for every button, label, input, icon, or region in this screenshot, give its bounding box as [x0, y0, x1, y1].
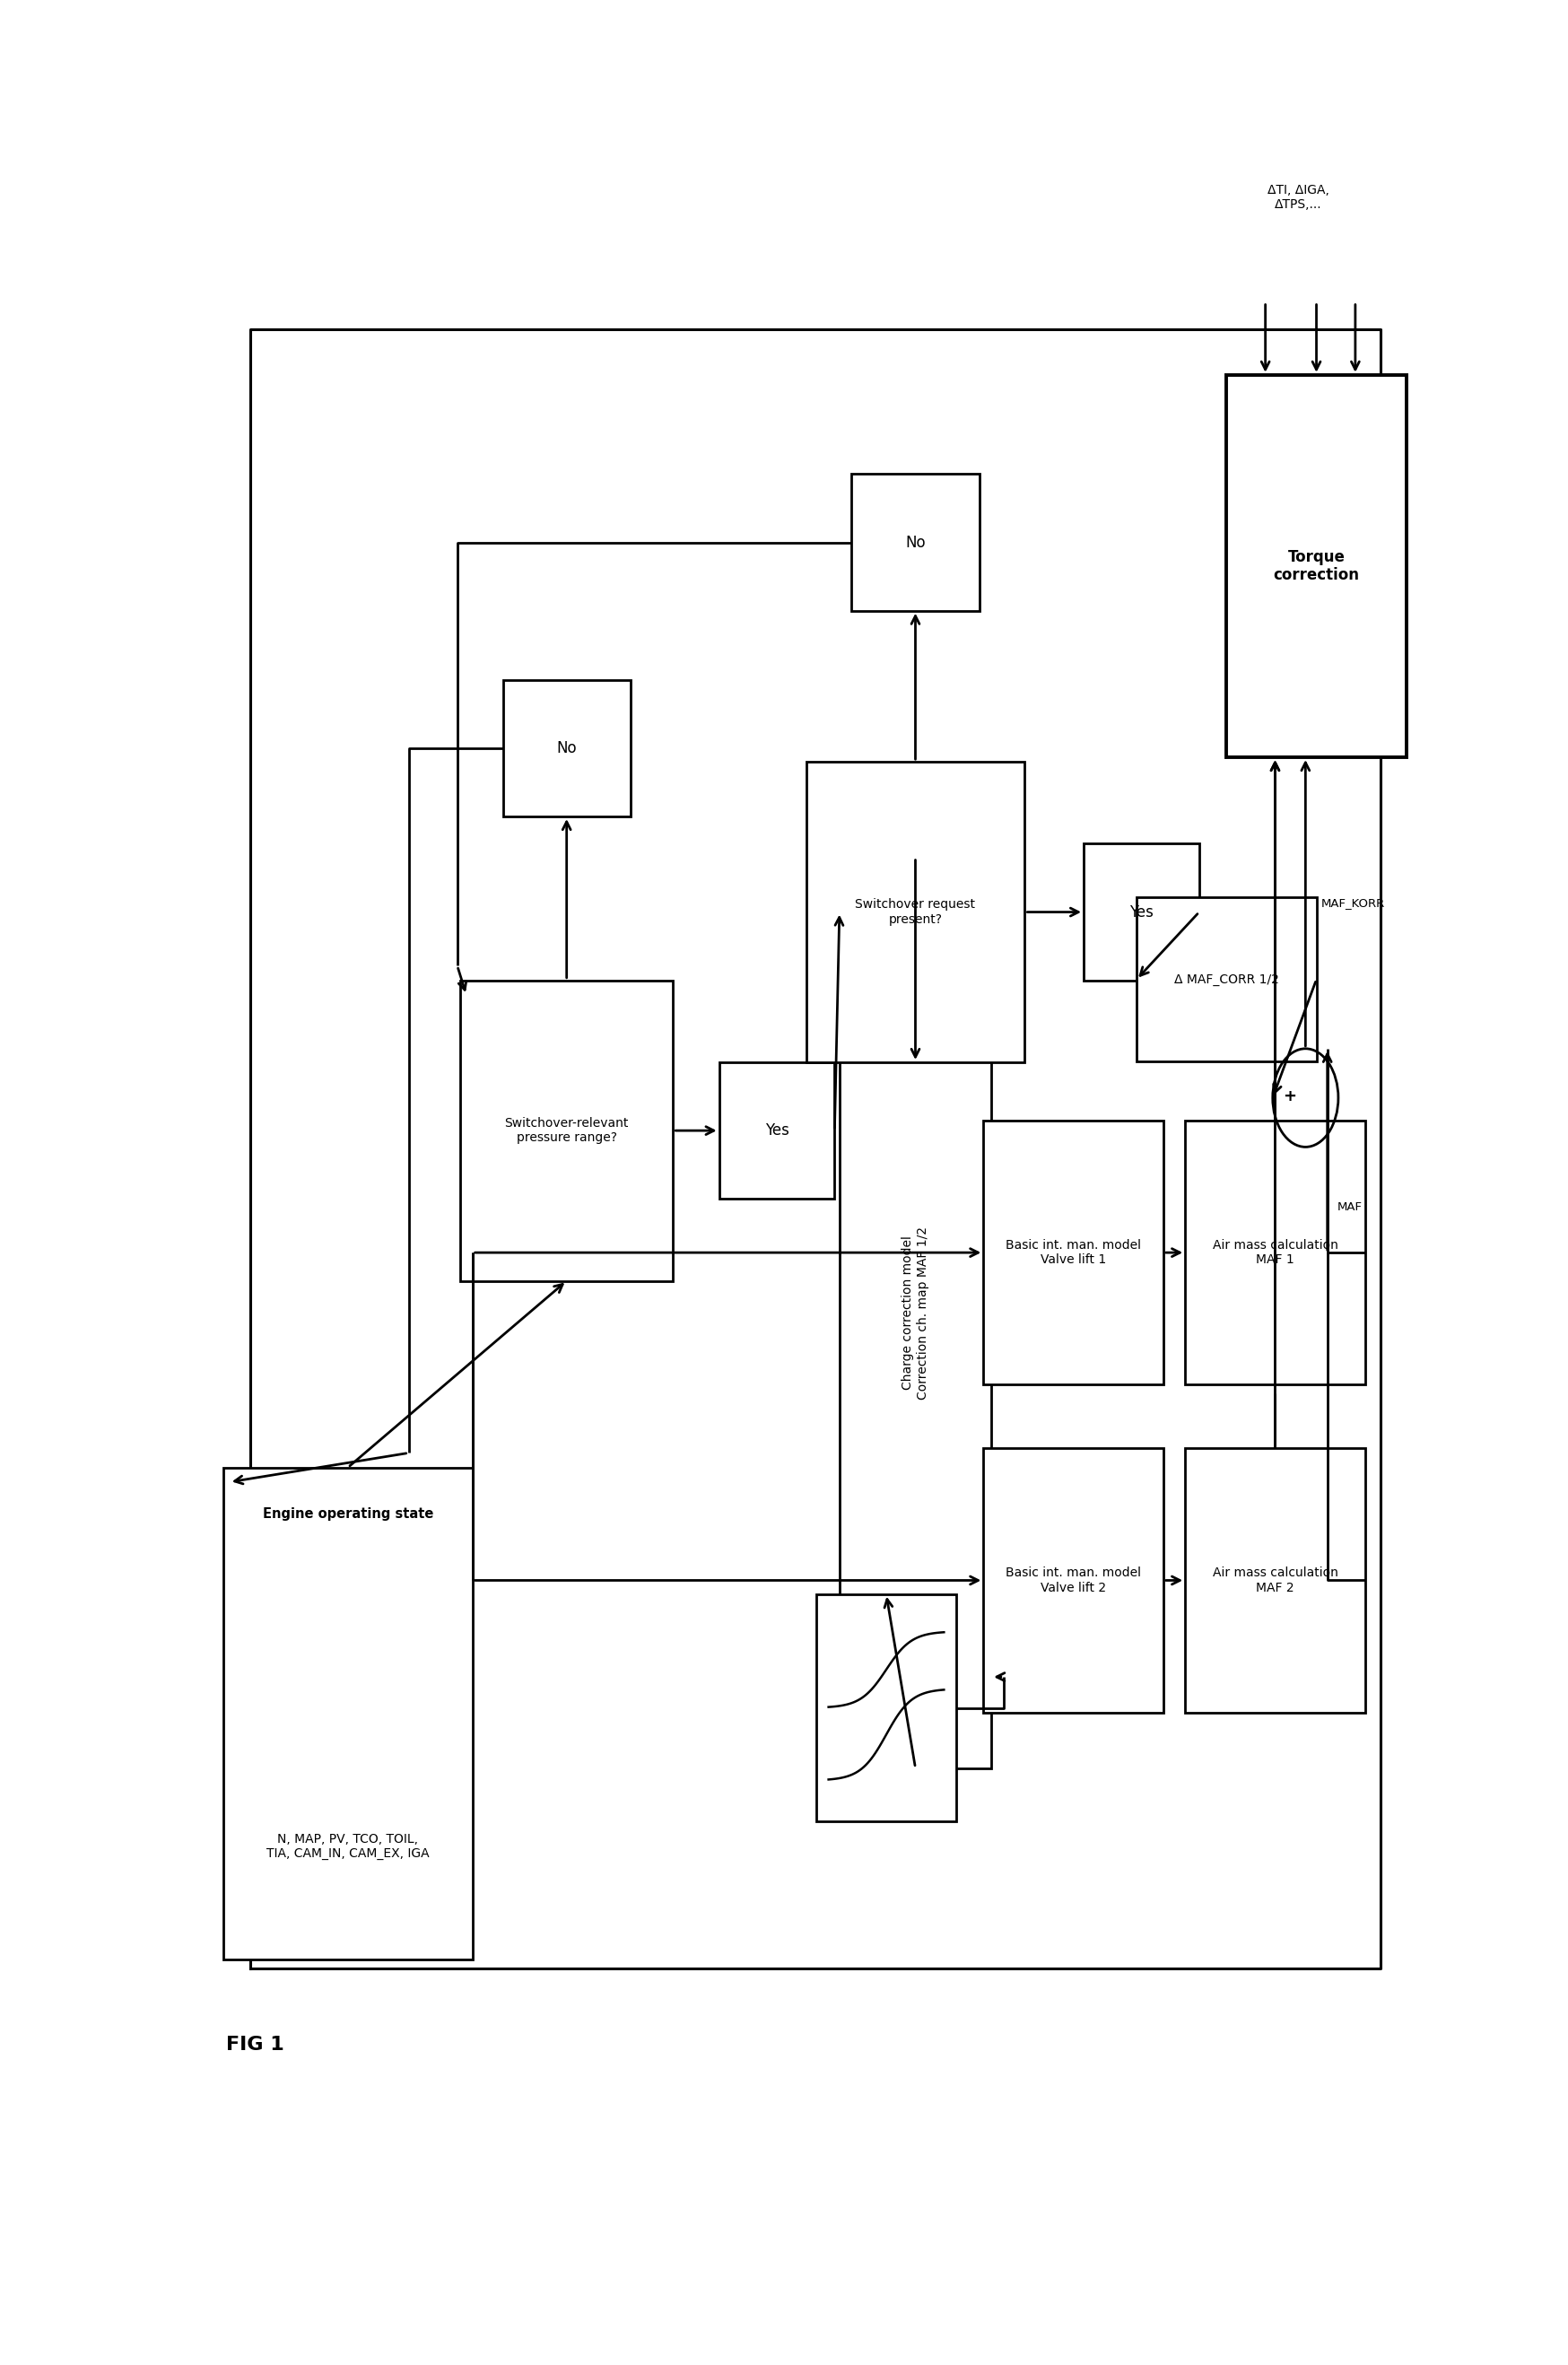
Bar	[1185, 1447, 1366, 1712]
Bar	[223, 1466, 472, 1958]
Text: Yes: Yes	[765, 1123, 789, 1138]
Bar	[817, 1594, 956, 1821]
Text: Basic int. man. model
Valve lift 2: Basic int. man. model Valve lift 2	[1005, 1568, 1142, 1594]
Text: Air mass calculation
MAF 2: Air mass calculation MAF 2	[1212, 1568, 1338, 1594]
Text: Δ MAF_CORR 1/2: Δ MAF_CORR 1/2	[1174, 972, 1279, 986]
Text: Basic int. man. model
Valve lift 1: Basic int. man. model Valve lift 1	[1005, 1239, 1142, 1265]
Text: MAF: MAF	[1338, 1201, 1363, 1213]
Bar	[720, 1062, 834, 1199]
Bar	[461, 981, 673, 1282]
Text: Torque
correction: Torque correction	[1273, 549, 1359, 584]
Text: No: No	[905, 534, 925, 551]
Bar	[806, 762, 1025, 1062]
Bar	[839, 858, 991, 1769]
Bar	[983, 1121, 1163, 1384]
Text: Charge correction model
Correction ch. map MAF 1/2: Charge correction model Correction ch. m…	[902, 1225, 928, 1400]
Bar	[1185, 1121, 1366, 1384]
Text: +: +	[1283, 1088, 1297, 1104]
Text: Switchover-relevant
pressure range?: Switchover-relevant pressure range?	[505, 1116, 629, 1145]
Text: ΔTI, ΔIGA,
ΔTPS,...: ΔTI, ΔIGA, ΔTPS,...	[1267, 184, 1330, 210]
Bar	[851, 473, 978, 610]
Text: Air mass calculation
MAF 1: Air mass calculation MAF 1	[1212, 1239, 1338, 1265]
Text: FIG 1: FIG 1	[226, 2036, 284, 2053]
Text: N, MAP, PV, TCO, TOIL,
TIA, CAM_IN, CAM_EX, IGA: N, MAP, PV, TCO, TOIL, TIA, CAM_IN, CAM_…	[267, 1833, 430, 1859]
Bar	[1137, 896, 1317, 1062]
Bar	[1083, 844, 1200, 981]
Bar	[503, 679, 630, 816]
Text: Switchover request
present?: Switchover request present?	[855, 899, 975, 925]
Bar	[983, 1447, 1163, 1712]
Text: No: No	[557, 740, 577, 757]
Text: Engine operating state: Engine operating state	[262, 1507, 433, 1521]
Text: Yes: Yes	[1129, 903, 1154, 920]
Text: MAF_KORR: MAF_KORR	[1322, 896, 1385, 908]
Bar	[1226, 376, 1406, 757]
